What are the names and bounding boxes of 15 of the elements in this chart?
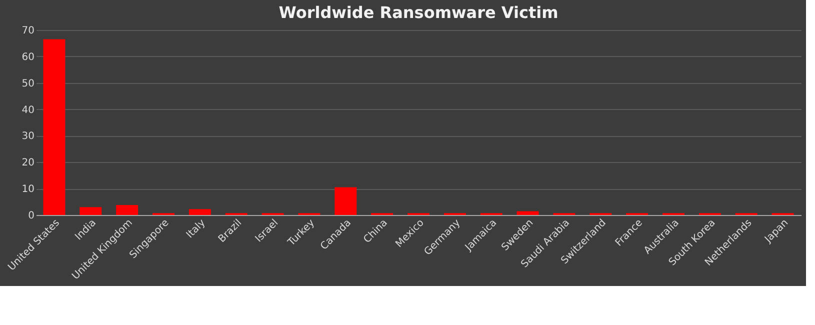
- bar: [188, 209, 211, 215]
- bar: [116, 204, 138, 215]
- bar: [516, 211, 539, 215]
- bar: [334, 187, 357, 215]
- y-tick-label: 50: [22, 78, 34, 90]
- y-tick-label: 40: [22, 104, 34, 116]
- y-tick-label: 10: [22, 184, 34, 196]
- bar: [43, 39, 66, 215]
- y-tick-label: 30: [22, 131, 34, 142]
- y-tick-label: 0: [28, 210, 34, 222]
- chart-title: Worldwide Ransomware Victim: [278, 3, 558, 22]
- y-tick-label: 20: [22, 158, 34, 169]
- y-tick-label: 60: [22, 52, 34, 63]
- y-tick-label: 70: [22, 26, 34, 36]
- bar: [80, 207, 102, 215]
